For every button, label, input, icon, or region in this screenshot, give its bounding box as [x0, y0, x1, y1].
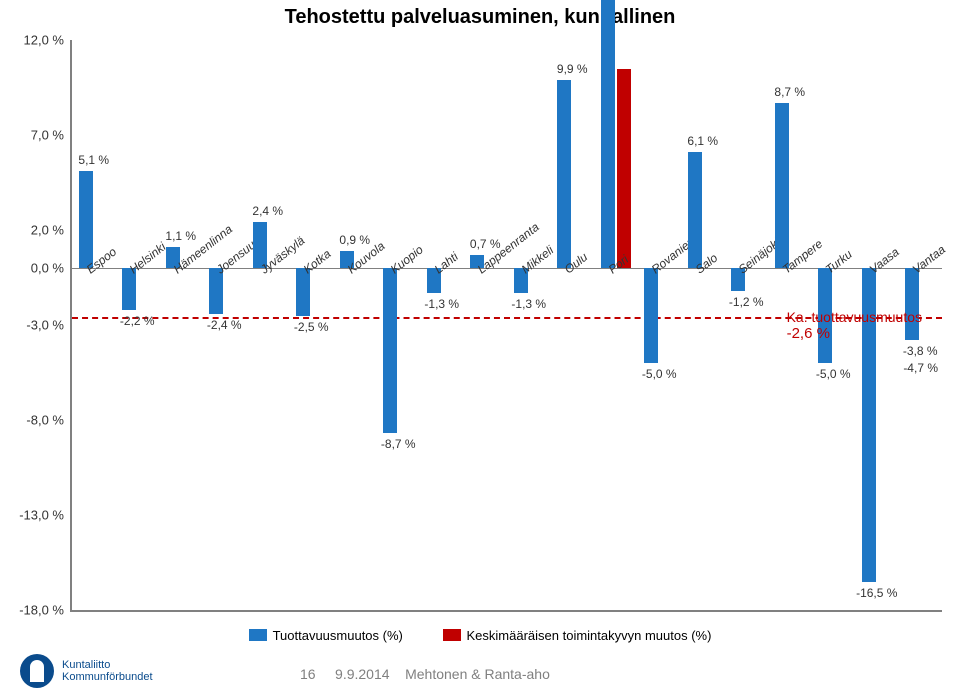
- ytick-label: 2,0 %: [31, 223, 64, 238]
- bar-blue: [644, 268, 658, 363]
- data-label: 2,4 %: [252, 204, 283, 218]
- legend: Tuottavuusmuutos (%) Keskimääräisen toim…: [0, 628, 960, 645]
- category-label: Kuopio: [388, 242, 426, 276]
- bar-blue: [601, 0, 615, 268]
- ytick-label: -3,0 %: [26, 318, 64, 333]
- category-label: Vaasa: [866, 245, 901, 277]
- data-label: 5,1 %: [78, 153, 109, 167]
- ytick-label: -13,0 %: [19, 508, 64, 523]
- bar-blue: [383, 268, 397, 433]
- data-label: -1,3 %: [424, 297, 459, 311]
- data-label: -2,5 %: [294, 320, 329, 334]
- legend-label-blue: Tuottavuusmuutos (%): [273, 628, 403, 643]
- data-label: 9,9 %: [557, 62, 588, 76]
- data-label: -2,4 %: [207, 318, 242, 332]
- ytick-label: -18,0 %: [19, 603, 64, 618]
- logo-icon: [20, 654, 54, 688]
- page-meta: 16 9.9.2014 Mehtonen & Ranta-aho: [300, 666, 550, 682]
- ytick-label: -8,0 %: [26, 413, 64, 428]
- data-label: -5,0 %: [642, 367, 677, 381]
- ytick-label: 7,0 %: [31, 128, 64, 143]
- zero-line: [72, 268, 942, 269]
- data-label: -2,2 %: [120, 314, 155, 328]
- category-label: Vantaa: [910, 242, 948, 276]
- logo: Kuntaliitto Kommunförbundet: [20, 654, 153, 688]
- page-number: 16: [300, 666, 316, 682]
- data-label: -8,7 %: [381, 437, 416, 451]
- data-label: 0,9 %: [339, 233, 370, 247]
- bar-red: [617, 69, 631, 269]
- legend-item-red: Keskimääräisen toimintakyvyn muutos (%): [443, 628, 712, 643]
- category-label: Helsinki: [127, 240, 169, 277]
- bar-blue: [688, 152, 702, 268]
- ytick-label: 12,0 %: [24, 33, 64, 48]
- page-date: 9.9.2014: [335, 666, 390, 682]
- logo-line2: Kommunförbundet: [62, 671, 153, 683]
- category-label: Turku: [823, 247, 855, 276]
- average-label: Ka. tuottavuusmuutos-2,6 %: [787, 309, 922, 342]
- logo-text: Kuntaliitto Kommunförbundet: [62, 659, 153, 683]
- data-label: 6,1 %: [687, 134, 718, 148]
- legend-swatch-red: [443, 629, 461, 641]
- ytick-label: 0,0 %: [31, 261, 64, 276]
- legend-swatch-blue: [249, 629, 267, 641]
- chart-plot-area: 12,0 %7,0 %2,0 %0,0 %-3,0 %-8,0 %-13,0 %…: [70, 40, 942, 612]
- data-label: 1,1 %: [165, 229, 196, 243]
- logo-line1: Kuntaliitto: [62, 659, 153, 671]
- bar-blue: [79, 171, 93, 268]
- chart-title: Tehostettu palveluasuminen, kunnallinen: [0, 6, 960, 29]
- legend-item-blue: Tuottavuusmuutos (%): [249, 628, 403, 643]
- data-label: -1,3 %: [511, 297, 546, 311]
- data-label: 8,7 %: [774, 85, 805, 99]
- bar-blue: [557, 80, 571, 268]
- data-label: -1,2 %: [729, 295, 764, 309]
- extra-label: -4,7 %: [903, 361, 938, 375]
- data-label: -5,0 %: [816, 367, 851, 381]
- legend-label-red: Keskimääräisen toimintakyvyn muutos (%): [467, 628, 712, 643]
- category-label: Mikkeli: [518, 243, 556, 277]
- data-label: -3,8 %: [903, 344, 938, 358]
- bar-blue: [775, 103, 789, 268]
- data-label: -16,5 %: [856, 586, 897, 600]
- page-authors: Mehtonen & Ranta-aho: [405, 666, 550, 682]
- category-label: Kotka: [301, 247, 334, 277]
